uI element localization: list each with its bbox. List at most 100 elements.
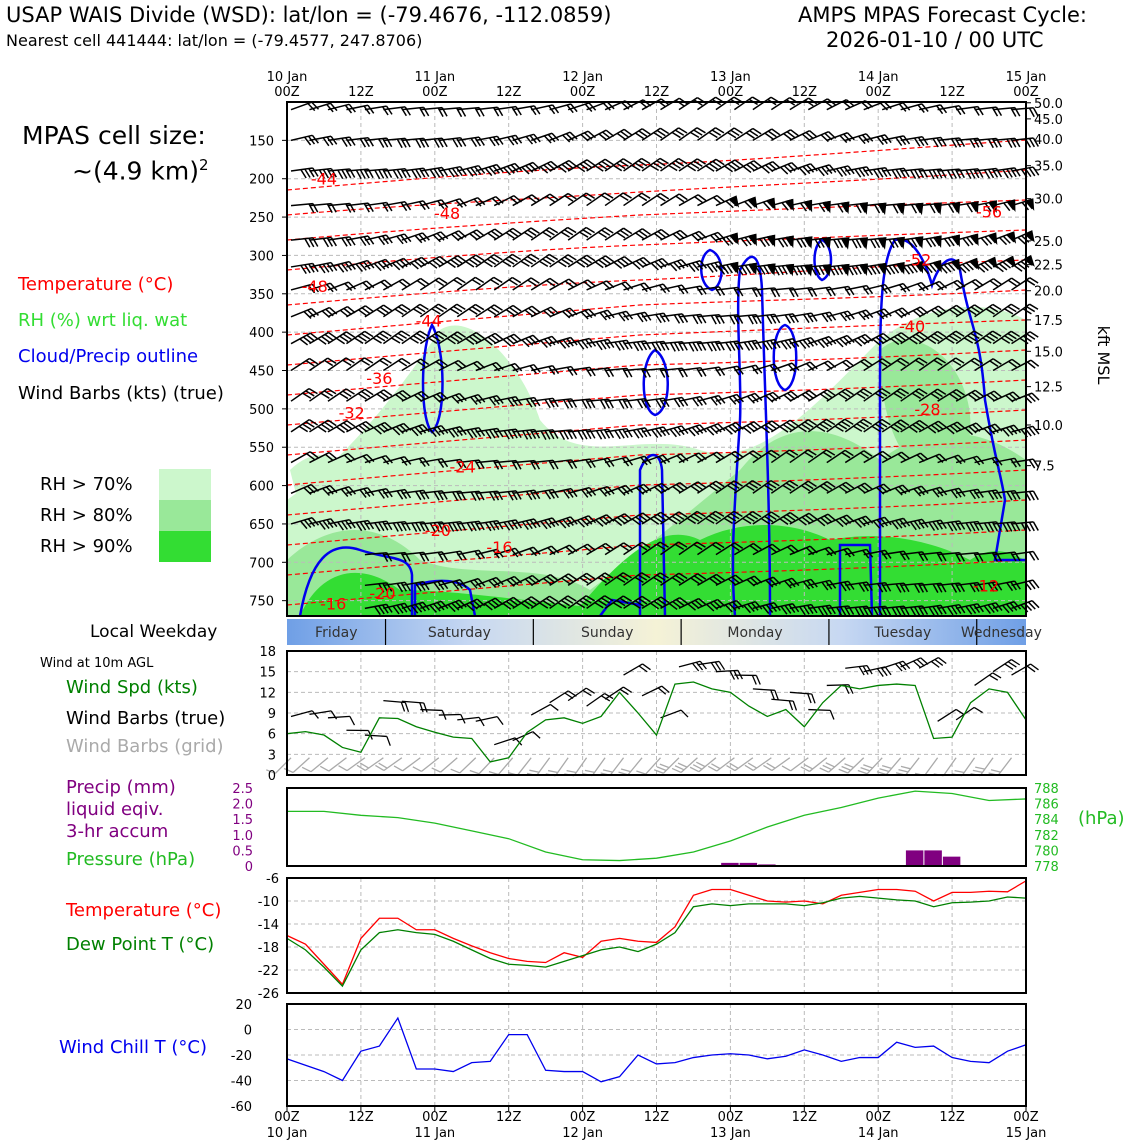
upper-air-wind-barb xyxy=(512,546,541,557)
precip-bar xyxy=(942,856,961,866)
upper-air-wind-barb xyxy=(346,235,375,247)
upper-air-wind-barb xyxy=(697,158,725,172)
upper-air-wind-barb xyxy=(752,543,781,556)
upper-air-wind-barb xyxy=(641,397,670,409)
upper-air-wind-barb xyxy=(530,595,559,609)
upper-air-wind-barb xyxy=(678,481,707,494)
bottom-tick-hour-label: 00Z xyxy=(570,1110,596,1125)
upper-air-wind-barb xyxy=(512,227,540,241)
surface-wind-barb-true xyxy=(992,659,1021,673)
upper-air-wind-barb xyxy=(290,387,318,402)
upper-air-wind-barb xyxy=(438,458,467,469)
upper-air-wind-barb xyxy=(863,450,892,464)
upper-air-wind-barb xyxy=(475,254,503,268)
upper-air-wind-barbs xyxy=(290,96,1040,617)
surface-wind-barb-grid xyxy=(266,757,292,774)
upper-air-wind-barb xyxy=(641,157,669,172)
top-tick-hour-label: 00Z xyxy=(1013,85,1039,100)
surface-wind-barb-grid xyxy=(763,757,791,772)
upper-air-wind-barb xyxy=(955,389,984,402)
upper-air-wind-barb xyxy=(1011,550,1040,561)
bottom-tick-hour-label: 00Z xyxy=(274,1110,300,1125)
upper-air-wind-barb xyxy=(770,480,799,494)
temperature-contour-label: -36 xyxy=(366,369,392,388)
upper-air-wind-barb xyxy=(1011,458,1040,469)
wind-10m-label: Wind at 10m AGL xyxy=(40,656,154,671)
upper-air-wind-barb xyxy=(438,198,467,208)
upper-air-wind-barb xyxy=(438,331,467,345)
upper-air-wind-barb xyxy=(808,604,836,616)
surface-wind-barb-grid xyxy=(726,757,754,772)
upper-air-wind-barb xyxy=(715,127,743,141)
wind-tick-label: 9 xyxy=(268,707,276,722)
cell-size-exponent: 2 xyxy=(199,156,209,174)
upper-air-wind-barb xyxy=(752,420,781,434)
upper-air-wind-barb xyxy=(697,451,726,464)
upper-air-wind-barb xyxy=(900,419,929,433)
upper-air-wind-barb xyxy=(697,194,726,207)
upper-air-wind-barb xyxy=(919,519,947,531)
surface-wind-barb-grid xyxy=(469,757,495,775)
temperature-contour-label: -52 xyxy=(905,250,931,269)
upper-air-wind-barb xyxy=(456,303,485,318)
upper-air-wind-barb xyxy=(383,520,411,532)
precip-tick-label: 0 xyxy=(245,860,253,875)
upper-air-wind-barb xyxy=(678,573,707,586)
upper-air-wind-barb xyxy=(364,520,393,532)
upper-air-wind-barb xyxy=(678,158,707,172)
upper-air-wind-barb xyxy=(475,597,504,611)
cell-size-value: ~(4.9 km)2 xyxy=(72,156,209,185)
cross-section-panel: -44 -48 -56 -52 -48 -44 -40 -36-32 -28 -24 -20 -16 -… xyxy=(249,70,1063,617)
upper-air-wind-barb xyxy=(623,427,652,439)
upper-air-wind-barb xyxy=(549,278,578,291)
upper-air-wind-barb xyxy=(623,157,651,172)
upper-air-wind-barb xyxy=(364,105,393,116)
upper-air-wind-barb xyxy=(438,599,467,613)
upper-air-wind-barb xyxy=(604,256,633,269)
dewpoint-line xyxy=(286,895,1027,988)
surface-wind-barbs-true xyxy=(290,656,1039,746)
surface-wind-barb-true xyxy=(401,700,428,713)
upper-air-wind-barb xyxy=(420,457,449,468)
upper-air-wind-barb xyxy=(604,542,633,556)
upper-air-wind-barb xyxy=(530,335,560,349)
upper-air-wind-barb xyxy=(568,458,596,469)
upper-air-wind-barb xyxy=(623,512,652,526)
top-tick-day-label: 14 Jan xyxy=(858,70,899,85)
precip-tick-label: 2.0 xyxy=(232,798,253,813)
upper-air-wind-barb xyxy=(567,192,596,207)
upper-air-wind-barb xyxy=(457,426,486,439)
surface-wind-barb-grid xyxy=(356,757,384,771)
upper-air-wind-barb xyxy=(530,193,559,207)
top-tick-hour-label: 12Z xyxy=(348,85,374,100)
upper-air-wind-barb xyxy=(808,335,837,349)
surface-wind-barb-true xyxy=(290,710,319,719)
surface-wind-barb-true xyxy=(660,709,689,719)
upper-air-wind-barb xyxy=(937,105,966,116)
weekday-label: Sunday xyxy=(581,625,633,641)
upper-air-wind-barb xyxy=(586,255,615,269)
upper-air-wind-barb xyxy=(678,127,706,141)
upper-air-wind-barb xyxy=(789,389,818,402)
upper-air-wind-barb xyxy=(493,304,522,318)
upper-air-wind-barb xyxy=(918,259,942,275)
surface-wind-barb-grid xyxy=(319,757,347,772)
upper-air-wind-barb xyxy=(845,581,873,593)
upper-air-wind-barb xyxy=(512,489,541,501)
upper-air-wind-barb xyxy=(807,449,836,464)
surface-wind-barb-true xyxy=(1011,663,1039,676)
surface-wind-barb-true xyxy=(900,657,929,669)
legend-rh80-label: RH > 80% xyxy=(40,505,133,526)
upper-air-wind-barb xyxy=(881,387,910,402)
upper-air-wind-barb xyxy=(309,331,337,345)
cell-size-label: MPAS cell size: xyxy=(22,121,206,150)
height-tick-label: 50.0 xyxy=(1034,97,1063,112)
top-tick-hour-label: 12Z xyxy=(644,85,670,100)
upper-air-wind-barb xyxy=(752,338,781,351)
upper-air-wind-barb xyxy=(641,312,670,324)
windchill-line xyxy=(286,1016,1027,1083)
upper-air-wind-barb xyxy=(992,580,1021,592)
upper-air-wind-barb xyxy=(752,197,776,211)
upper-air-wind-barb xyxy=(789,480,817,494)
